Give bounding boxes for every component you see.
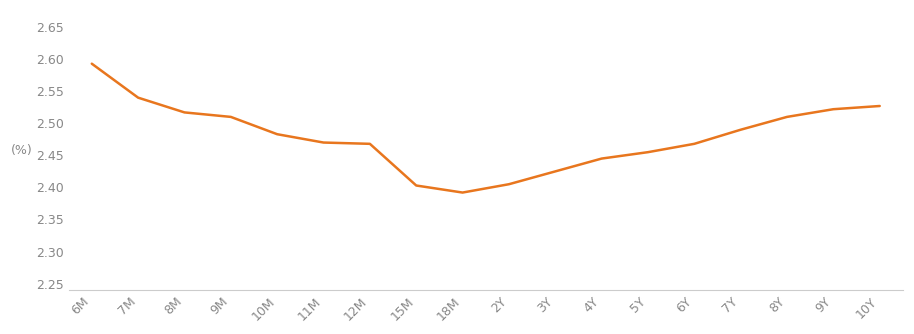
Y-axis label: (%): (%) — [11, 144, 33, 157]
